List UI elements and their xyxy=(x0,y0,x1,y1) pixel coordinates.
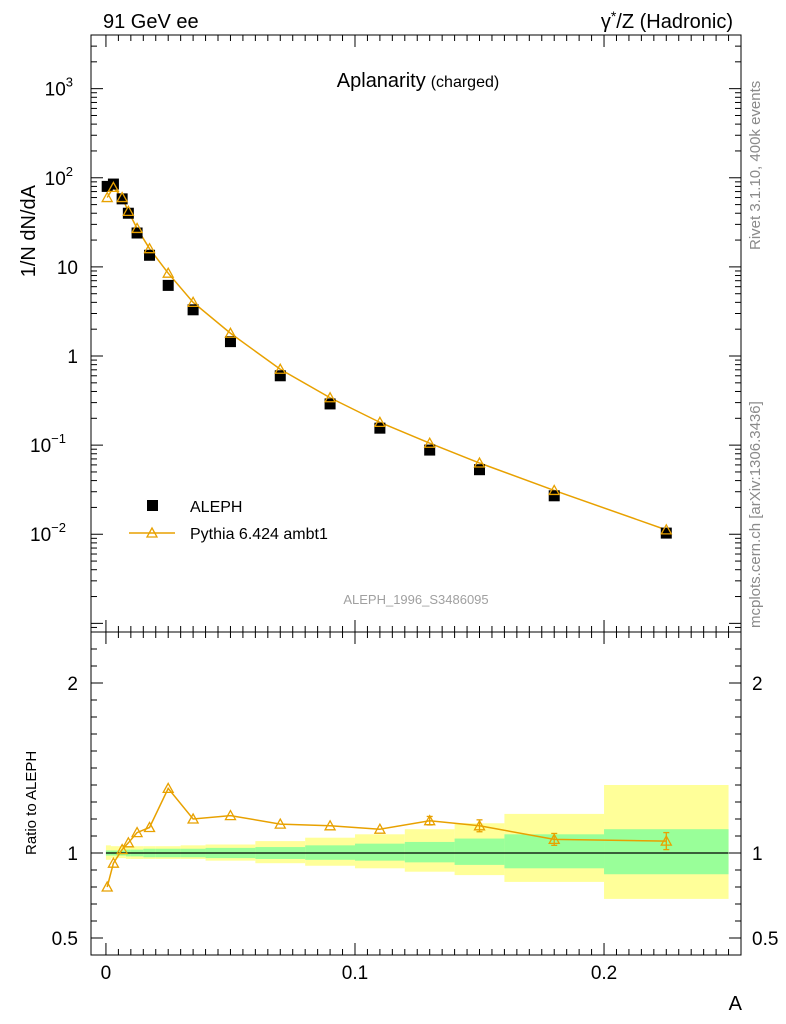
ratio-mc-point xyxy=(660,834,673,846)
ratio-mc-point xyxy=(323,819,337,831)
uncertainty-band-inner xyxy=(404,841,455,863)
ratio-frame xyxy=(90,631,742,956)
mc-point xyxy=(116,191,129,203)
ratio-mc-point xyxy=(274,817,287,829)
header-left-label: 91 GeV ee xyxy=(103,11,199,33)
mc-point xyxy=(323,391,337,403)
mc-point xyxy=(373,416,386,428)
data-point xyxy=(474,464,486,476)
main-panel: 10−2 10−1 1 10 102 103 Aplanarity (charged) 1/… xyxy=(18,34,742,633)
side-text-bottom: mcplots.cern.ch [arXiv:1306.3436] xyxy=(747,401,764,628)
mc-point xyxy=(101,191,114,203)
data-point xyxy=(274,370,286,382)
ratio-y-tick-label-left: 0.5 xyxy=(52,929,78,950)
main-frame xyxy=(90,34,742,633)
mc-point xyxy=(548,484,561,496)
ratio-mc-point xyxy=(130,826,144,838)
mc-point xyxy=(423,436,436,448)
ratio-mc-point xyxy=(122,836,135,848)
ratio-ylabel: Ratio to ALEPH xyxy=(23,751,40,855)
mc-point xyxy=(224,326,237,338)
ratio-mc-point xyxy=(143,821,156,833)
uncertainty-band-inner xyxy=(354,843,405,861)
y-tick-label: 10−2 xyxy=(30,520,66,546)
ratio-mc-point xyxy=(162,782,175,794)
ratio-mc-point xyxy=(187,812,200,824)
y-tick-label: 1 xyxy=(67,347,78,368)
mc-curve xyxy=(106,186,667,531)
ratio-y-tick-label-right: 2 xyxy=(752,674,763,695)
y-tick-label: 10 xyxy=(57,258,78,279)
ratio-mc-point xyxy=(107,856,120,868)
main-ylabel: 1/N dN/dA xyxy=(18,184,40,277)
data-point xyxy=(101,180,113,192)
data-point xyxy=(548,490,560,502)
main-title: Aplanarity (charged) xyxy=(337,70,499,92)
x-tick-label: 0.2 xyxy=(591,963,617,984)
ratio-mc-point xyxy=(548,833,561,845)
ratio-mc-point xyxy=(101,880,114,892)
ratio-mc-point xyxy=(116,843,129,855)
ratio-mc-point xyxy=(473,819,486,831)
x-tick-label: 0.1 xyxy=(342,963,368,984)
data-point xyxy=(162,279,174,291)
ratio-mc-point xyxy=(373,822,386,834)
data-point xyxy=(660,527,672,539)
side-text-top: Rivet 3.1.10, 400k events xyxy=(747,81,764,250)
header-right-label: γ*/Z (Hadronic) xyxy=(601,8,733,33)
mc-point xyxy=(143,242,156,254)
mc-point xyxy=(122,205,135,216)
y-tick-label: 10−1 xyxy=(30,431,66,457)
mc-point xyxy=(162,266,175,278)
ratio-y-tick-label-left: 1 xyxy=(67,844,78,865)
data-point xyxy=(122,207,134,219)
x-tick-label: 0 xyxy=(101,963,112,984)
mc-point xyxy=(130,222,144,234)
data-point xyxy=(116,193,128,205)
uncertainty-band-inner xyxy=(454,838,505,865)
legend: ALEPH Pythia 6.424 ambt1 xyxy=(129,499,328,543)
ratio-mc-point xyxy=(423,814,436,826)
mc-point xyxy=(660,523,673,535)
ratio-mc-point xyxy=(224,809,237,821)
legend-marker-aleph xyxy=(147,500,158,511)
data-point xyxy=(224,336,236,348)
y-tick-label: 102 xyxy=(45,164,73,190)
data-point xyxy=(374,422,386,434)
analysis-tag: ALEPH_1996_S3486095 xyxy=(343,592,488,607)
data-point xyxy=(187,304,199,316)
mc-point xyxy=(473,456,486,468)
mc-point xyxy=(107,181,120,193)
data-point xyxy=(144,249,156,261)
legend-label-mc: Pythia 6.424 ambt1 xyxy=(190,526,328,543)
ratio-y-tick-label-right: 1 xyxy=(752,844,763,865)
mc-point xyxy=(187,296,200,308)
ratio-panel: 0.5 0.5 1 1 2 2 0 0.1 0.2 Ratio to ALEPH A xyxy=(23,631,778,1015)
mc-point xyxy=(274,362,287,374)
y-tick-label: 103 xyxy=(45,75,73,101)
data-point xyxy=(424,444,436,456)
legend-marker-mc xyxy=(145,526,159,538)
x-axis-label: A xyxy=(729,993,743,1015)
data-point xyxy=(324,398,336,410)
ratio-y-tick-label-right: 0.5 xyxy=(752,929,778,950)
data-point xyxy=(107,178,119,190)
ratio-y-tick-label-left: 2 xyxy=(67,674,78,695)
legend-label-aleph: ALEPH xyxy=(190,499,242,516)
